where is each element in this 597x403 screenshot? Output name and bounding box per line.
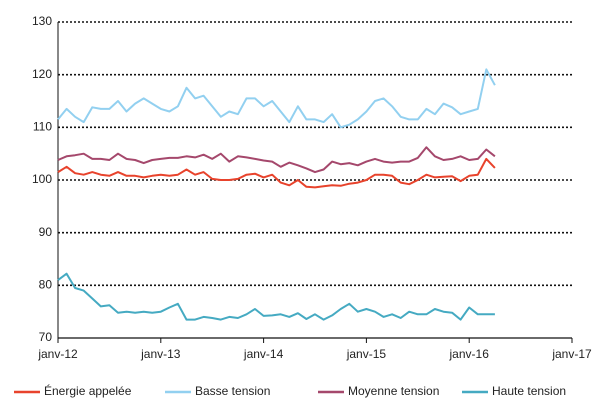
- legend-label: Énergie appelée: [44, 383, 132, 398]
- legend-label: Moyenne tension: [348, 384, 439, 398]
- x-tick-label: janv-16: [449, 347, 490, 361]
- y-tick-label: 110: [33, 120, 52, 134]
- legend-label: Haute tension: [492, 384, 566, 398]
- y-tick-label: 70: [39, 330, 53, 344]
- y-tick-label: 130: [32, 14, 52, 28]
- x-tick-label: janv-17: [551, 347, 592, 361]
- y-tick-label: 120: [32, 67, 52, 81]
- x-tick-label: janv-13: [140, 347, 181, 361]
- series-line: [57, 157, 496, 189]
- series-line: [57, 68, 496, 129]
- x-tick-label: janv-14: [243, 347, 284, 361]
- x-tick-label: janv-12: [37, 347, 78, 361]
- y-tick-label: 100: [32, 172, 52, 186]
- y-tick-label: 90: [39, 225, 53, 239]
- series-line: [57, 146, 496, 174]
- y-tick-label: 80: [39, 278, 53, 292]
- x-tick-label: janv-15: [346, 347, 387, 361]
- series-line: [57, 272, 495, 321]
- legend-label: Basse tension: [195, 384, 270, 398]
